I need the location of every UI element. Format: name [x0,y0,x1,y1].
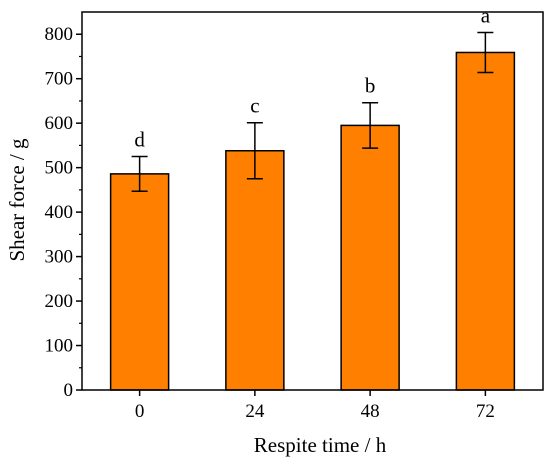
x-axis-title: Respite time / h [254,433,387,457]
x-tick-label-0: 0 [135,401,145,422]
significance-letter-72: a [481,3,491,27]
significance-letter-24: c [250,94,259,118]
y-tick-label-600: 600 [45,113,74,134]
axes: 0 24 48 72 0 100 200 300 400 500 600 700 800 [45,11,544,422]
y-tick-label-0: 0 [64,380,74,401]
y-tick-label-500: 500 [45,158,74,179]
x-tick-label-48: 48 [361,401,380,422]
significance-letter-0: d [134,128,145,152]
y-tick-label-300: 300 [45,247,74,268]
y-tick-label-100: 100 [45,336,74,357]
x-tick-label-24: 24 [245,401,265,422]
bar-24 [225,149,285,391]
significance-letter-48: b [365,74,376,98]
y-tick-label-400: 400 [45,202,74,223]
plot-area: d c b a [109,3,516,391]
y-tick-label-800: 800 [45,24,74,45]
plot-frame [81,11,544,391]
y-tick-label-700: 700 [45,69,74,90]
bar-72 [455,51,516,391]
y-tick-label-200: 200 [45,291,74,312]
x-tick-label-72: 72 [476,401,495,422]
bar-0 [109,173,170,391]
bar-48 [340,124,400,391]
y-axis-title: Shear force / g [5,138,29,262]
